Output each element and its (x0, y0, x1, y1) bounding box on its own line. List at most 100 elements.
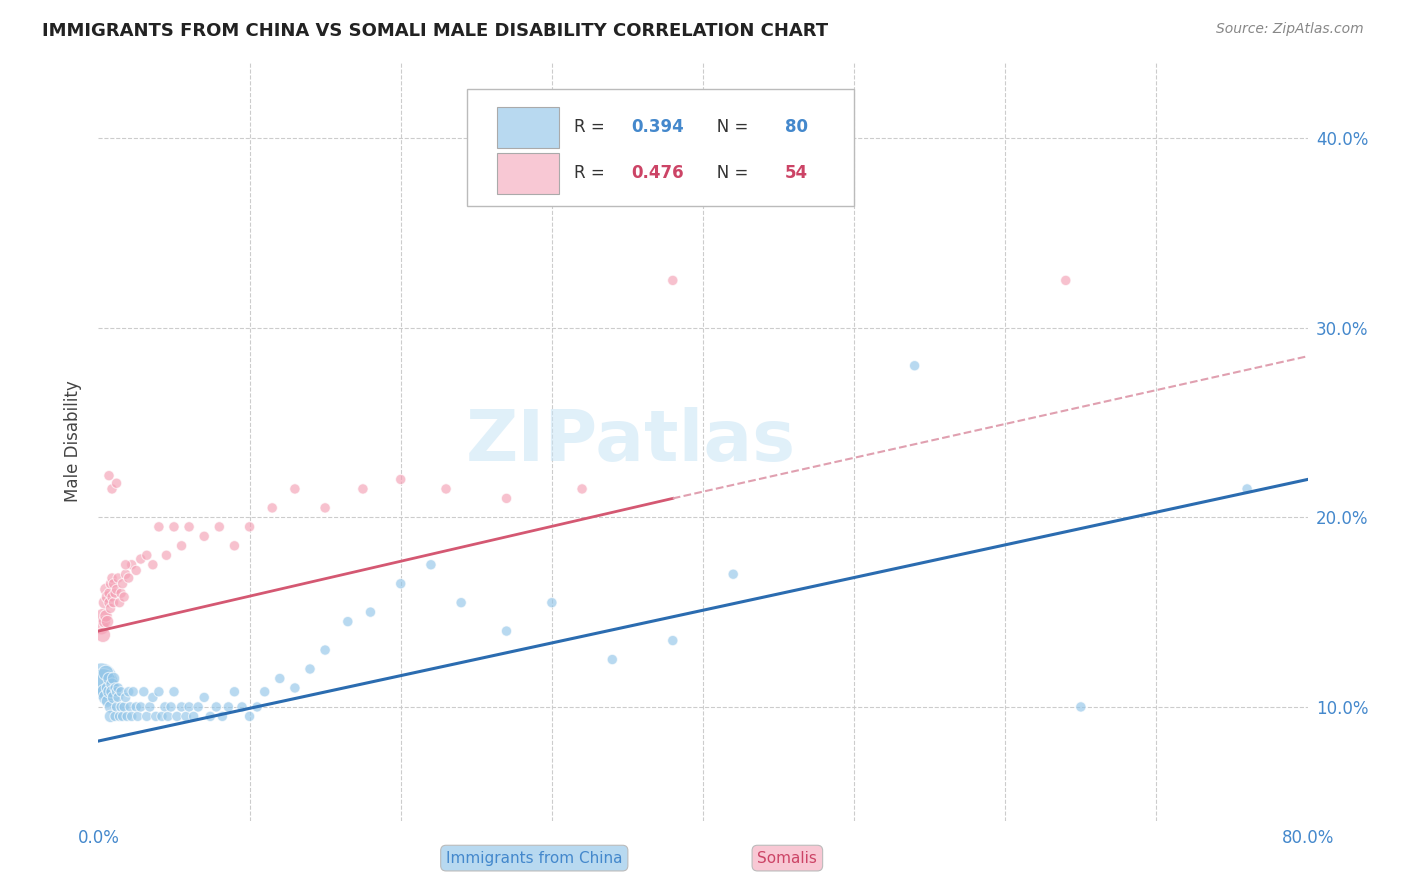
Point (94, 665, 117, 680)
Point (135, 548, 157, 563)
Point (205, 699, 228, 714)
Point (108, 709, 131, 723)
Point (389, 473, 412, 487)
Point (96, 590, 118, 604)
Text: 80: 80 (785, 119, 808, 136)
Point (93, 596, 115, 610)
Point (105, 582, 128, 597)
Point (187, 699, 209, 714)
Point (156, 709, 179, 723)
Point (96, 681, 118, 695)
FancyBboxPatch shape (467, 89, 855, 207)
Point (314, 643, 336, 657)
Point (100, 699, 122, 714)
Text: R =: R = (574, 119, 610, 136)
Point (105, 699, 128, 714)
Text: Source: ZipAtlas.com: Source: ZipAtlas.com (1216, 22, 1364, 37)
Point (571, 482, 593, 496)
Point (125, 564, 148, 578)
Point (110, 685, 132, 699)
Point (101, 685, 124, 699)
Point (105, 685, 128, 699)
Point (450, 596, 472, 610)
Point (98, 586, 121, 600)
Point (314, 500, 336, 515)
Point (114, 558, 136, 572)
Point (160, 699, 183, 714)
Point (239, 709, 262, 723)
Point (723, 567, 745, 582)
Point (121, 558, 143, 572)
Point (91, 677, 114, 691)
Point (91, 609, 114, 624)
Point (246, 699, 269, 714)
Y-axis label: Male Disability: Male Disability (65, 381, 83, 502)
Point (389, 576, 412, 591)
Point (142, 690, 165, 705)
Point (661, 633, 683, 648)
Point (1054, 273, 1077, 287)
Point (135, 709, 157, 723)
Point (96, 694, 118, 708)
Point (1236, 482, 1258, 496)
Point (155, 548, 177, 563)
Text: ZIPatlas: ZIPatlas (465, 407, 796, 476)
Point (100, 576, 122, 591)
Point (101, 590, 124, 604)
Point (661, 273, 683, 287)
Point (114, 567, 136, 582)
Point (200, 709, 222, 723)
Point (163, 685, 186, 699)
Point (103, 596, 125, 610)
Point (94, 609, 117, 624)
Point (193, 529, 215, 543)
Point (94, 690, 117, 705)
Point (495, 624, 517, 639)
Point (284, 482, 307, 496)
Text: N =: N = (700, 119, 754, 136)
Point (101, 482, 124, 496)
Point (224, 685, 246, 699)
Point (253, 685, 276, 699)
FancyBboxPatch shape (498, 107, 560, 148)
Point (132, 685, 155, 699)
Point (107, 690, 129, 705)
Point (170, 699, 193, 714)
Point (94, 582, 117, 597)
Text: 0.476: 0.476 (631, 164, 685, 182)
Point (104, 586, 127, 600)
Point (434, 482, 457, 496)
Text: 0.394: 0.394 (631, 119, 685, 136)
Point (1070, 699, 1092, 714)
Point (129, 699, 152, 714)
Point (90, 620, 112, 634)
Point (93, 615, 115, 629)
Point (179, 520, 201, 534)
Point (112, 699, 135, 714)
Point (269, 672, 291, 686)
Point (148, 685, 170, 699)
Point (904, 359, 927, 373)
Point (127, 709, 149, 723)
Point (142, 558, 165, 572)
Point (153, 699, 176, 714)
Point (150, 709, 173, 723)
Point (111, 709, 134, 723)
Point (98, 468, 121, 483)
Point (108, 596, 131, 610)
Text: N =: N = (700, 164, 754, 182)
Point (104, 709, 127, 723)
Point (100, 601, 122, 615)
Point (148, 520, 170, 534)
Point (111, 576, 134, 591)
Point (112, 590, 135, 604)
Point (336, 615, 359, 629)
Point (211, 709, 233, 723)
Point (101, 571, 124, 585)
Point (299, 662, 322, 676)
Text: 54: 54 (785, 164, 808, 182)
Point (104, 681, 127, 695)
Point (139, 699, 162, 714)
FancyBboxPatch shape (498, 153, 560, 194)
Point (129, 552, 152, 566)
